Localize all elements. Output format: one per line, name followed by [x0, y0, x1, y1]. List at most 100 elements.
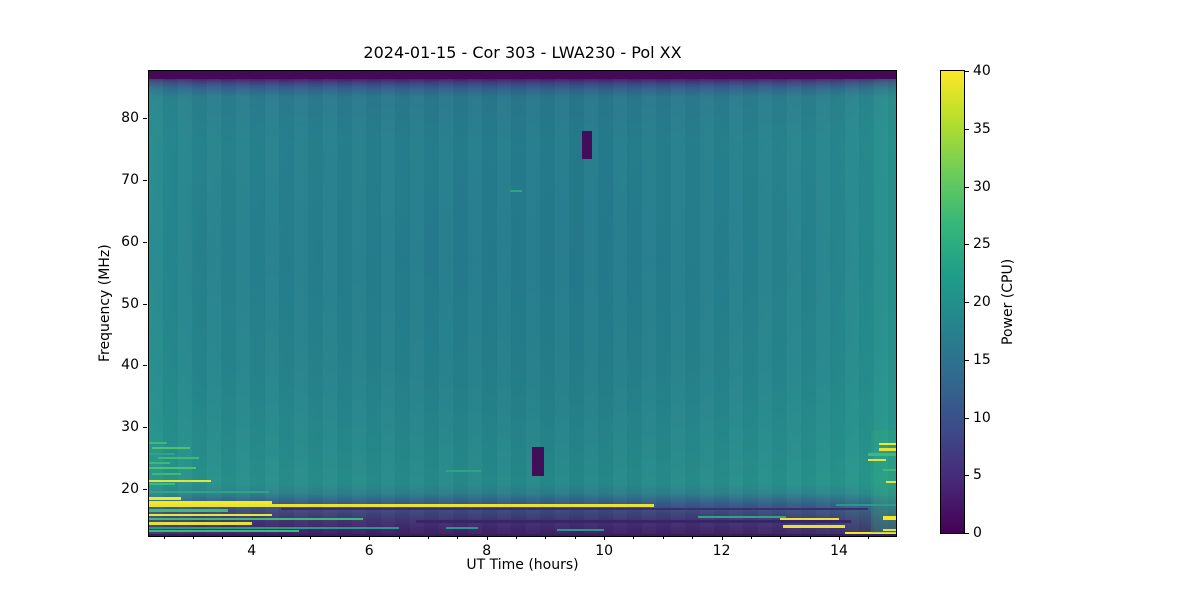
rfi-streak	[149, 533, 896, 536]
colorbar-tick-mark	[965, 417, 969, 419]
colorbar-gradient	[940, 70, 965, 534]
rfi-streak	[149, 71, 896, 79]
colorbar-tick-label: 15	[973, 351, 991, 368]
x-tick-mark	[486, 536, 488, 540]
y-tick-label: 20	[121, 481, 139, 497]
rfi-streak	[149, 509, 229, 512]
x-tick-label: 6	[364, 543, 374, 559]
rfi-streak	[557, 528, 605, 531]
x-tick-mark	[839, 536, 841, 540]
rfi-streak	[149, 513, 273, 517]
colorbar-tick-mark	[965, 533, 969, 534]
data-gap	[532, 446, 544, 477]
x-tick-label: 8	[482, 543, 492, 559]
x-minor-tick-mark	[809, 536, 811, 539]
x-tick-label: 14	[830, 543, 848, 559]
colorbar-tick-label: 5	[973, 467, 982, 484]
x-axis-label: UT Time (hours)	[466, 557, 579, 573]
heatmap-background	[149, 71, 896, 536]
rfi-streak	[149, 490, 270, 494]
rfi-streak	[157, 456, 199, 460]
rfi-streak	[149, 442, 167, 445]
x-minor-tick-mark	[281, 536, 283, 539]
x-minor-tick-mark	[339, 536, 341, 539]
x-minor-tick-mark	[692, 536, 694, 539]
y-tick-label: 70	[121, 171, 139, 188]
colorbar-tick-mark	[965, 475, 969, 477]
y-axis-label: Frequency (MHz)	[97, 244, 113, 362]
x-minor-tick-mark	[310, 536, 312, 539]
y-tick-label: 40	[121, 357, 139, 374]
x-tick-mark	[604, 536, 606, 540]
colorbar-tick-mark	[965, 71, 969, 72]
y-tick-mark	[143, 489, 147, 490]
x-tick-label: 4	[247, 543, 257, 559]
y-tick-label: 60	[121, 233, 139, 250]
x-tick-mark	[369, 536, 371, 540]
rfi-streak	[698, 515, 787, 518]
x-minor-tick-mark	[662, 536, 664, 539]
rfi-streak	[149, 497, 182, 500]
rfi-streak	[883, 528, 896, 531]
x-minor-tick-mark	[633, 536, 635, 539]
rfi-streak	[445, 526, 478, 529]
rfi-streak	[510, 190, 522, 193]
x-tick-label: 10	[595, 543, 614, 559]
colorbar-tick-label: 20	[973, 294, 991, 310]
rfi-streak	[868, 453, 896, 456]
colorbar-tick-mark	[965, 128, 969, 130]
x-tick-mark	[721, 536, 723, 540]
colorbar-label: Power (CPU)	[1000, 258, 1016, 346]
x-tick-label: 12	[712, 543, 731, 559]
y-tick-mark	[143, 303, 147, 305]
rfi-streak	[886, 480, 896, 484]
rfi-streak	[836, 503, 896, 506]
rfi-streak	[149, 504, 655, 507]
rfi-streak	[149, 452, 176, 455]
y-tick-mark	[143, 117, 147, 119]
y-tick-mark	[143, 241, 147, 243]
rfi-streak	[149, 482, 176, 486]
rfi-streak	[445, 470, 481, 473]
chart-title: 2024-01-15 - Cor 303 - LWA230 - Pol XX	[363, 43, 682, 62]
colorbar-tick-label: 10	[973, 409, 991, 426]
x-minor-tick-mark	[193, 536, 195, 539]
y-tick-mark	[143, 365, 147, 367]
rfi-streak	[780, 518, 840, 521]
colorbar-tick-label: 25	[973, 236, 991, 253]
rfi-streak	[151, 446, 191, 450]
heatmap-plot-area	[148, 70, 897, 537]
rfi-streak	[149, 530, 299, 533]
colorbar-tick-mark	[965, 359, 969, 361]
colorbar-tick-label: 0	[973, 525, 982, 541]
colorbar-tick-mark	[965, 244, 969, 246]
x-minor-tick-mark	[398, 536, 400, 539]
x-minor-tick-mark	[750, 536, 752, 539]
colorbar-tick-label: 35	[973, 120, 991, 137]
x-minor-tick-mark	[163, 536, 165, 539]
y-tick-label: 80	[121, 109, 139, 126]
rfi-streak	[149, 461, 170, 465]
rfi-streak	[149, 501, 273, 505]
rfi-streak	[149, 517, 364, 520]
rfi-streak	[783, 525, 845, 528]
rfi-streak	[416, 520, 851, 523]
y-tick-label: 50	[121, 295, 139, 312]
y-tick-mark	[143, 427, 147, 429]
rfi-streak	[844, 531, 896, 534]
colorbar-tick-mark	[965, 186, 969, 188]
rfi-streak	[281, 507, 869, 511]
rfi-streak	[883, 515, 896, 520]
rfi-streak	[151, 472, 182, 476]
x-minor-tick-mark	[574, 536, 576, 539]
x-minor-tick-mark	[780, 536, 782, 539]
y-tick-label: 30	[121, 419, 139, 436]
x-minor-tick-mark	[222, 536, 224, 539]
x-tick-mark	[251, 536, 253, 540]
colorbar-tick-label: 40	[973, 63, 991, 79]
x-minor-tick-mark	[427, 536, 429, 539]
y-tick-mark	[143, 179, 147, 181]
colorbar-tick-label: 30	[973, 178, 991, 195]
rfi-streak	[149, 522, 252, 525]
